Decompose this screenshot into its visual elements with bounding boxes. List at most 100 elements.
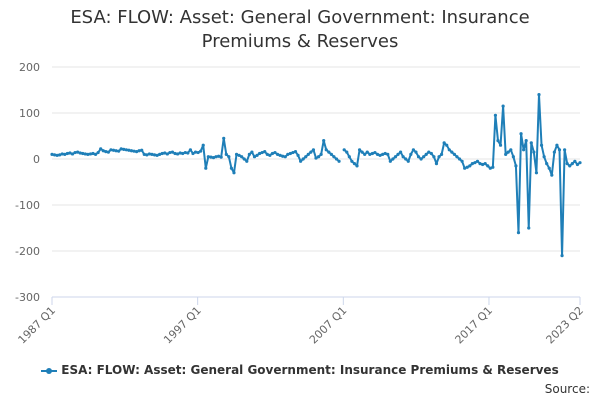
data-point	[316, 155, 321, 159]
data-point	[186, 151, 190, 155]
data-point	[532, 150, 536, 154]
data-point	[160, 151, 164, 156]
data-point	[286, 152, 290, 156]
data-point	[491, 165, 495, 169]
data-point	[573, 159, 577, 163]
data-point	[83, 152, 87, 156]
data-point	[409, 152, 413, 156]
data-point	[88, 152, 93, 156]
gridlines	[52, 66, 580, 298]
data-point	[524, 139, 528, 143]
data-point	[350, 159, 354, 163]
data-point	[191, 151, 195, 156]
data-point	[563, 148, 567, 152]
data-point	[152, 153, 157, 157]
data-point	[337, 159, 341, 163]
x-axis: 1987 Q1 1997 Q1 2007 Q1 2017 Q1 2023 Q2	[16, 296, 587, 347]
data-point	[219, 155, 223, 159]
data-point	[393, 155, 398, 159]
data-point	[429, 151, 433, 156]
data-point	[237, 153, 241, 157]
data-point	[319, 152, 323, 156]
data-point	[183, 150, 187, 155]
data-point	[181, 151, 185, 156]
data-point	[422, 155, 426, 159]
data-point	[432, 155, 436, 159]
series-lines	[51, 93, 581, 257]
data-point	[381, 152, 385, 156]
data-point	[527, 226, 531, 230]
data-point	[283, 155, 287, 159]
data-point	[486, 164, 490, 168]
chart-title-line-2: Premiums & Reserves	[201, 31, 399, 52]
data-point	[288, 151, 292, 156]
data-point	[145, 153, 149, 157]
data-point	[388, 159, 392, 163]
data-point	[575, 162, 580, 167]
data-point	[129, 149, 134, 153]
data-point	[175, 152, 180, 156]
data-point	[488, 166, 492, 170]
data-point	[555, 143, 559, 147]
y-tick-label: -200	[15, 245, 40, 258]
data-point	[419, 157, 423, 161]
data-point	[539, 143, 544, 147]
data-point	[224, 152, 228, 156]
legend-label: ESA: FLOW: Asset: General Government: In…	[61, 363, 559, 377]
data-point	[552, 150, 556, 154]
data-point	[483, 162, 487, 166]
data-point	[99, 147, 103, 151]
data-point	[519, 132, 523, 136]
data-point	[363, 152, 367, 156]
data-point	[478, 162, 482, 166]
y-tick-label: -100	[15, 199, 40, 212]
series-points	[50, 93, 582, 258]
data-point	[211, 156, 216, 160]
data-point	[398, 150, 403, 154]
data-point	[468, 164, 472, 168]
data-point	[60, 152, 64, 156]
data-point	[470, 162, 474, 166]
data-point	[324, 148, 328, 152]
data-point	[291, 150, 295, 155]
data-point	[391, 157, 395, 161]
data-point	[52, 153, 57, 157]
data-point	[557, 148, 562, 152]
chart-title-line-1: ESA: FLOW: Asset: General Government: In…	[70, 7, 530, 28]
data-point	[352, 162, 357, 166]
data-point	[542, 155, 546, 159]
data-point	[416, 155, 421, 159]
data-point	[196, 150, 200, 155]
data-point	[504, 152, 508, 156]
data-point	[142, 152, 146, 156]
data-point	[168, 150, 172, 155]
data-point	[570, 162, 574, 166]
data-point	[506, 150, 510, 154]
data-point	[104, 150, 108, 154]
data-point	[522, 148, 526, 152]
data-point	[258, 151, 262, 156]
data-point	[537, 93, 541, 97]
data-point	[242, 157, 246, 161]
y-tick-label: 100	[19, 107, 40, 120]
data-point	[281, 154, 285, 158]
data-point	[278, 153, 282, 157]
data-point	[158, 152, 162, 156]
data-point	[424, 152, 428, 156]
data-point	[170, 150, 175, 154]
data-point	[550, 173, 554, 177]
y-tick-label: 200	[19, 61, 40, 74]
x-tick-label: 2023 Q2	[544, 304, 587, 347]
data-point	[109, 148, 113, 152]
data-point	[91, 151, 95, 156]
data-point	[70, 152, 75, 156]
data-point	[73, 150, 77, 155]
data-point	[247, 152, 251, 156]
chart-legend[interactable]: ESA: FLOW: Asset: General Government: In…	[0, 363, 600, 377]
data-point	[199, 149, 203, 153]
data-point	[445, 143, 449, 147]
data-point	[309, 150, 313, 154]
data-point	[345, 150, 349, 154]
data-point	[111, 148, 116, 152]
